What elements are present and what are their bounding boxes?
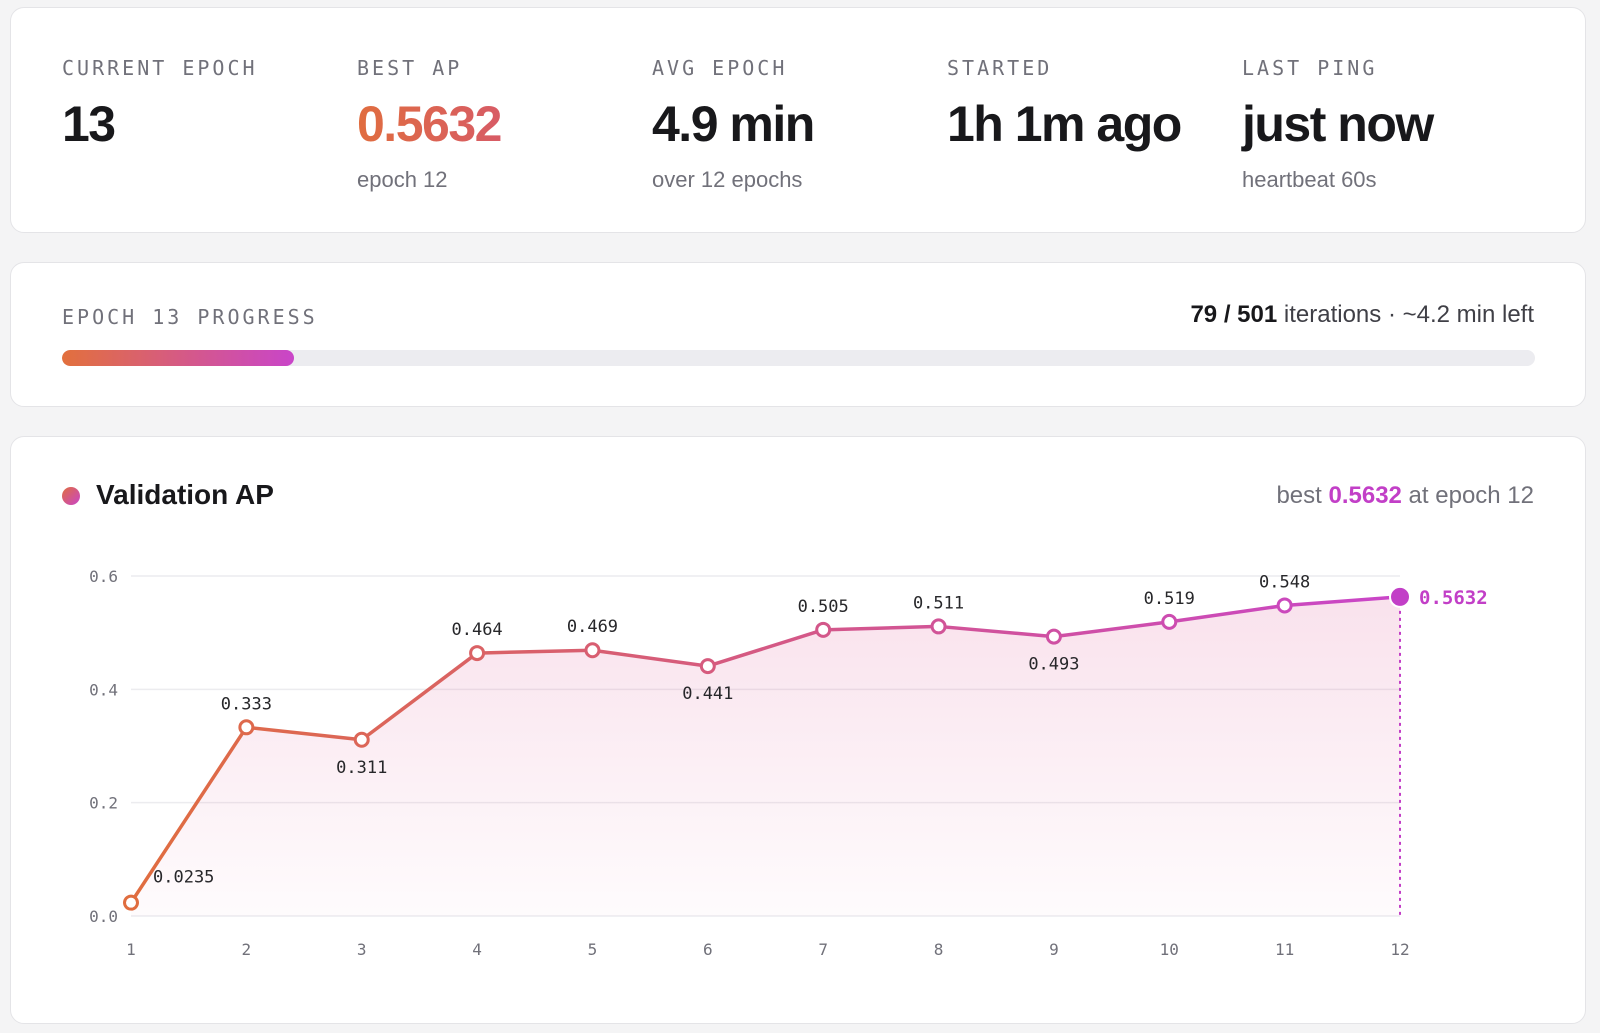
- best-point: [1389, 585, 1411, 608]
- stat-label: AVG EPOCH: [652, 56, 788, 80]
- stat-value: just now: [1242, 96, 1434, 152]
- stat-value: 4.9 min: [652, 96, 815, 152]
- data-point: [469, 645, 486, 662]
- x-tick-label: 11: [1275, 940, 1294, 959]
- y-tick-label: 0.2: [89, 794, 118, 813]
- progress-total: 501: [1237, 301, 1278, 328]
- progress-current: 79: [1190, 301, 1218, 328]
- x-tick-label: 5: [588, 940, 598, 959]
- data-point: [1161, 613, 1178, 630]
- x-tick-label: 8: [934, 940, 944, 959]
- chart-card: Validation AP best 0.5632 at epoch 12 0.…: [10, 436, 1586, 1024]
- data-label: 0.493: [1028, 655, 1079, 675]
- data-label: 0.0235: [153, 868, 214, 888]
- stat-best-ap: BEST AP 0.5632 epoch 12: [357, 54, 637, 194]
- progress-card: EPOCH 13 PROGRESS 79 / 501 iterations · …: [10, 262, 1586, 407]
- stat-value: 0.5632: [357, 96, 637, 152]
- stat-value: 13: [62, 96, 116, 152]
- x-tick-label: 12: [1390, 940, 1409, 959]
- stat-started: STARTED 1h 1m ago: [947, 54, 1227, 152]
- data-label: 0.464: [451, 620, 502, 640]
- data-label: 0.548: [1259, 572, 1310, 592]
- x-tick-label: 10: [1160, 940, 1179, 959]
- stat-sub: epoch 12: [357, 167, 448, 192]
- stat-sub: over 12 epochs: [652, 167, 803, 192]
- best-prefix: best: [1276, 482, 1329, 509]
- x-tick-label: 4: [472, 940, 482, 959]
- stat-current-epoch: CURRENT EPOCH 13: [62, 54, 342, 152]
- x-tick-label: 3: [357, 940, 367, 959]
- stats-card: CURRENT EPOCH 13 BEST AP 0.5632 epoch 12…: [10, 7, 1586, 233]
- progress-label: EPOCH 13 PROGRESS: [62, 305, 318, 329]
- progress-fill: [62, 350, 295, 366]
- stat-last-ping: LAST PING just now heartbeat 60s: [1242, 54, 1522, 194]
- data-label: 0.311: [336, 758, 387, 778]
- best-point-label: 0.5632: [1419, 587, 1488, 609]
- stat-label: STARTED: [947, 56, 1053, 80]
- validation-ap-chart: 0.00.20.40.61 2 3 4 5 6 7 8 9 10 11 120.02350.3330.…: [89, 567, 1488, 959]
- data-point: [584, 642, 601, 659]
- series-line: [129, 595, 1402, 905]
- x-tick-label: 9: [1049, 940, 1059, 959]
- stat-label: BEST AP: [357, 56, 463, 80]
- data-point: [930, 618, 947, 635]
- x-tick-label: 7: [818, 940, 828, 959]
- data-point: [699, 658, 716, 675]
- chart-legend-dot: [62, 487, 80, 505]
- chart-best-summary: best 0.5632 at epoch 12: [1276, 480, 1534, 512]
- data-label: 0.469: [567, 617, 618, 637]
- progress-track: [62, 350, 1535, 366]
- data-label: 0.333: [221, 694, 272, 714]
- data-point: [238, 719, 255, 736]
- progress-suffix: iterations · ~4.2 min left: [1277, 301, 1534, 328]
- y-tick-label: 0.0: [89, 907, 118, 926]
- stat-value: 1h 1m ago: [947, 96, 1182, 152]
- data-label: 0.511: [913, 593, 964, 613]
- data-label: 0.519: [1144, 589, 1195, 609]
- chart-title: Validation AP: [96, 479, 274, 510]
- best-value: 0.5632: [1328, 482, 1402, 509]
- stat-sub: heartbeat 60s: [1242, 167, 1377, 192]
- stat-label: LAST PING: [1242, 56, 1378, 80]
- data-label: 0.441: [682, 684, 733, 704]
- progress-text: 79 / 501 iterations · ~4.2 min left: [1190, 300, 1534, 330]
- y-tick-label: 0.6: [89, 567, 118, 586]
- y-tick-label: 0.4: [89, 680, 118, 699]
- x-tick-label: 6: [703, 940, 713, 959]
- data-point: [353, 731, 370, 748]
- data-point: [1276, 597, 1293, 614]
- stat-label: CURRENT EPOCH: [62, 56, 258, 80]
- best-suffix: at epoch 12: [1401, 482, 1534, 509]
- stat-avg-epoch: AVG EPOCH 4.9 min over 12 epochs: [652, 54, 932, 194]
- x-tick-label: 1: [126, 940, 136, 959]
- x-tick-label: 2: [242, 940, 252, 959]
- series-area: [131, 596, 1400, 916]
- data-point: [1045, 628, 1062, 645]
- progress-separator: /: [1217, 301, 1238, 328]
- data-point: [123, 894, 139, 911]
- data-label: 0.505: [798, 597, 849, 617]
- data-point: [815, 621, 832, 638]
